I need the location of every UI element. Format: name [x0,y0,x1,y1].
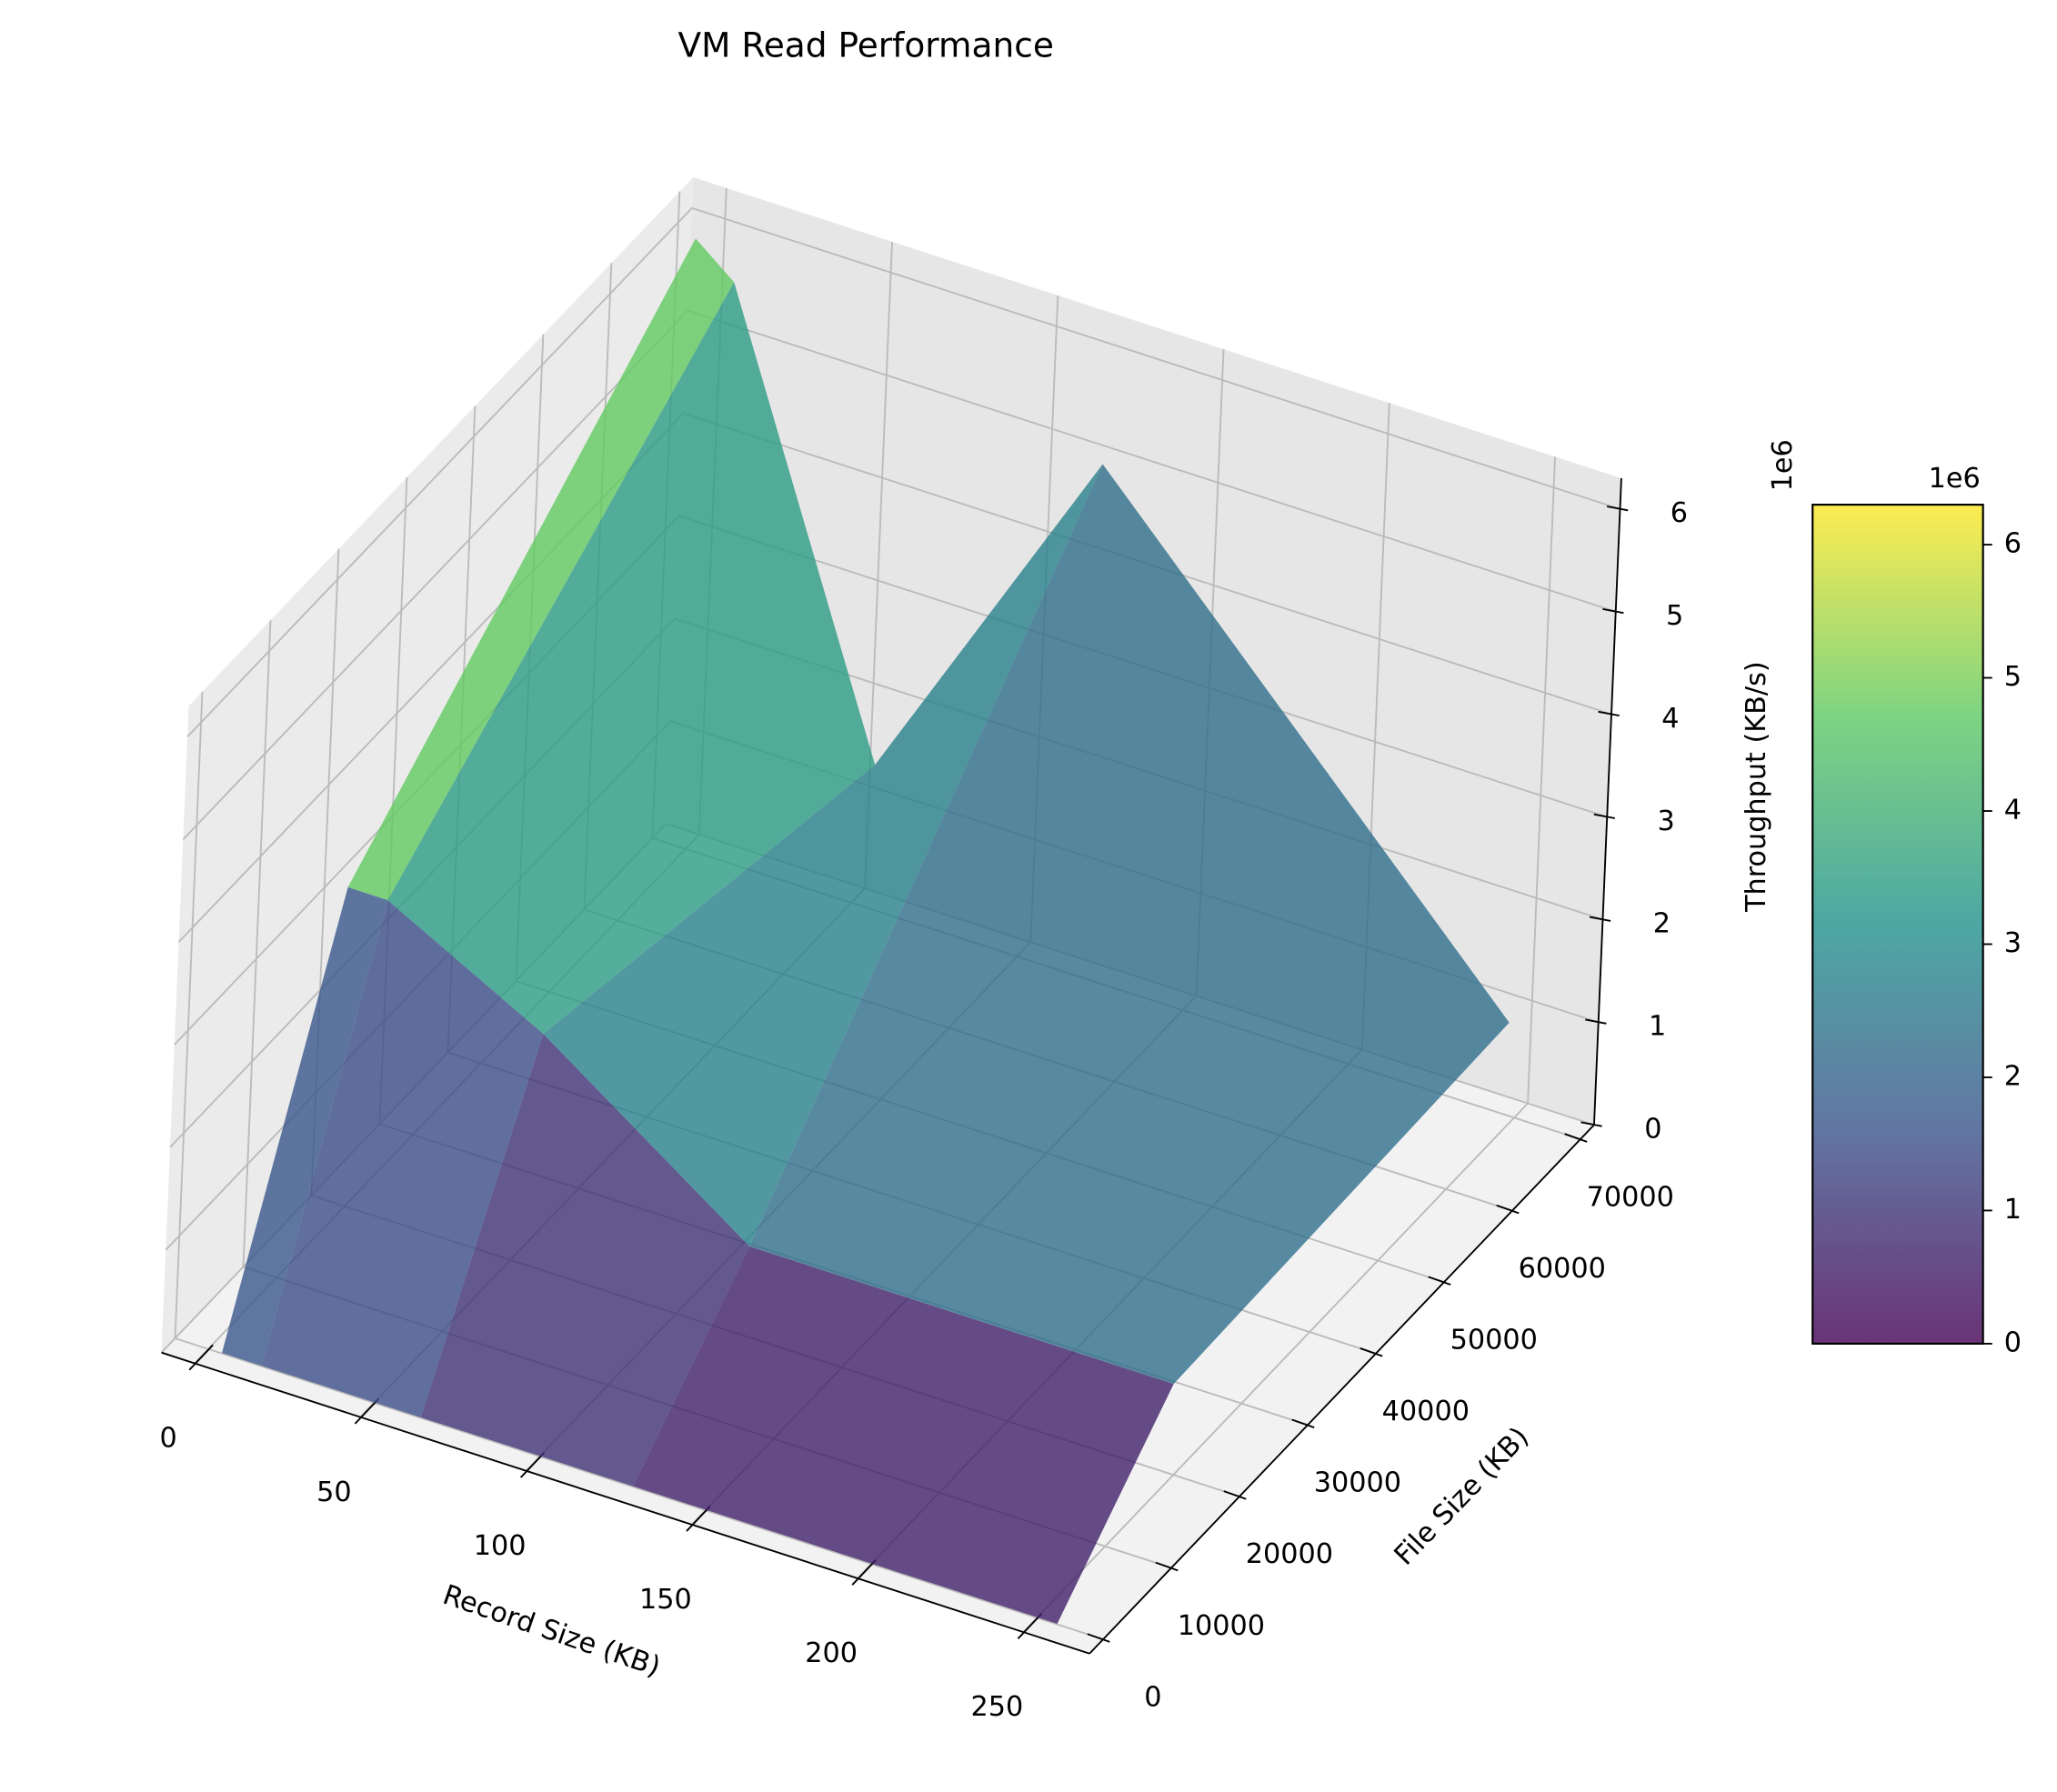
y-axis-line [1089,1124,1595,1655]
x-tick-label: 250 [971,1691,1024,1723]
y-tick [1087,1633,1110,1643]
z-offset: 1e6 [1767,439,1799,491]
z-tick [1598,710,1620,717]
z-tick-label: 5 [1666,600,1683,632]
y-axis-label: File Size (KB) [1389,1421,1536,1571]
grid-line [186,206,1621,737]
y-tick-label: 60000 [1519,1253,1606,1285]
colorbar-tick-label: 4 [2004,794,2022,826]
surface-patch [749,464,1510,1385]
z-tick [1589,916,1611,922]
x-tick [851,1559,877,1586]
z-tick-label: 0 [1644,1114,1661,1146]
colorbar-tick-label: 3 [2004,927,2022,959]
colorbar-tick-label: 5 [2004,661,2022,693]
z-tick-label: 2 [1653,908,1671,940]
y-tick-label: 50000 [1450,1325,1538,1357]
z-tick-label: 1 [1649,1011,1666,1043]
z-tick [1585,1018,1607,1025]
surface-patch [222,886,388,1367]
x-tick [686,1506,711,1532]
x-tick-label: 150 [639,1584,692,1616]
surface-patch [387,282,876,1035]
surface-patch [543,464,1103,1246]
y-tick [1223,1490,1247,1500]
x-axis-label: Record Size (KB) [439,1579,665,1684]
y-tick [1496,1204,1520,1215]
surface-patch [420,1034,750,1487]
z-tick [1580,1121,1602,1127]
x-tick [1017,1613,1043,1639]
z-tick-label: 4 [1661,703,1679,735]
x-tick [520,1451,546,1478]
y-tick [1360,1347,1383,1357]
colorbar-tick-label: 2 [2004,1060,2022,1092]
surface-patch [633,1246,1174,1624]
z-axis-label: Throughput (KB/s) [1741,661,1772,913]
x-tick-label: 50 [316,1477,352,1508]
colorbar-tick-label: 0 [2004,1326,2022,1358]
colorbar [1811,504,1984,1345]
y-tick-label: 30000 [1314,1467,1401,1499]
x-tick-label: 200 [805,1637,858,1669]
x-axis-line [161,1351,1090,1655]
y-tick [1564,1133,1588,1143]
y-tick [1291,1418,1315,1429]
x-tick-label: 100 [474,1530,527,1562]
y-tick-label: 40000 [1382,1396,1470,1427]
y-tick [1155,1561,1179,1572]
z-tick-label: 6 [1671,497,1688,529]
surface-patch [261,900,544,1417]
surface-patch [347,238,735,901]
z-tick [1602,607,1624,615]
z-tick [1593,813,1616,819]
y-tick-label: 10000 [1178,1610,1265,1642]
colorbar-offset: 1e6 [1929,463,1981,495]
x-tick [354,1397,380,1425]
colorbar-tick-label: 6 [2004,528,2022,560]
y-tick-label: 0 [1144,1681,1161,1713]
x-tick-label: 0 [160,1423,177,1455]
z-tick-label: 3 [1657,806,1674,837]
z-axis-line [1593,477,1622,1126]
x-tick [188,1344,214,1371]
z-tick [1606,506,1629,512]
y-tick [1428,1276,1451,1286]
y-tick-label: 70000 [1587,1181,1674,1213]
colorbar-tick-label: 1 [2004,1194,2022,1226]
chart-title: VM Read Performance [678,25,1054,65]
y-tick-label: 20000 [1246,1538,1333,1570]
